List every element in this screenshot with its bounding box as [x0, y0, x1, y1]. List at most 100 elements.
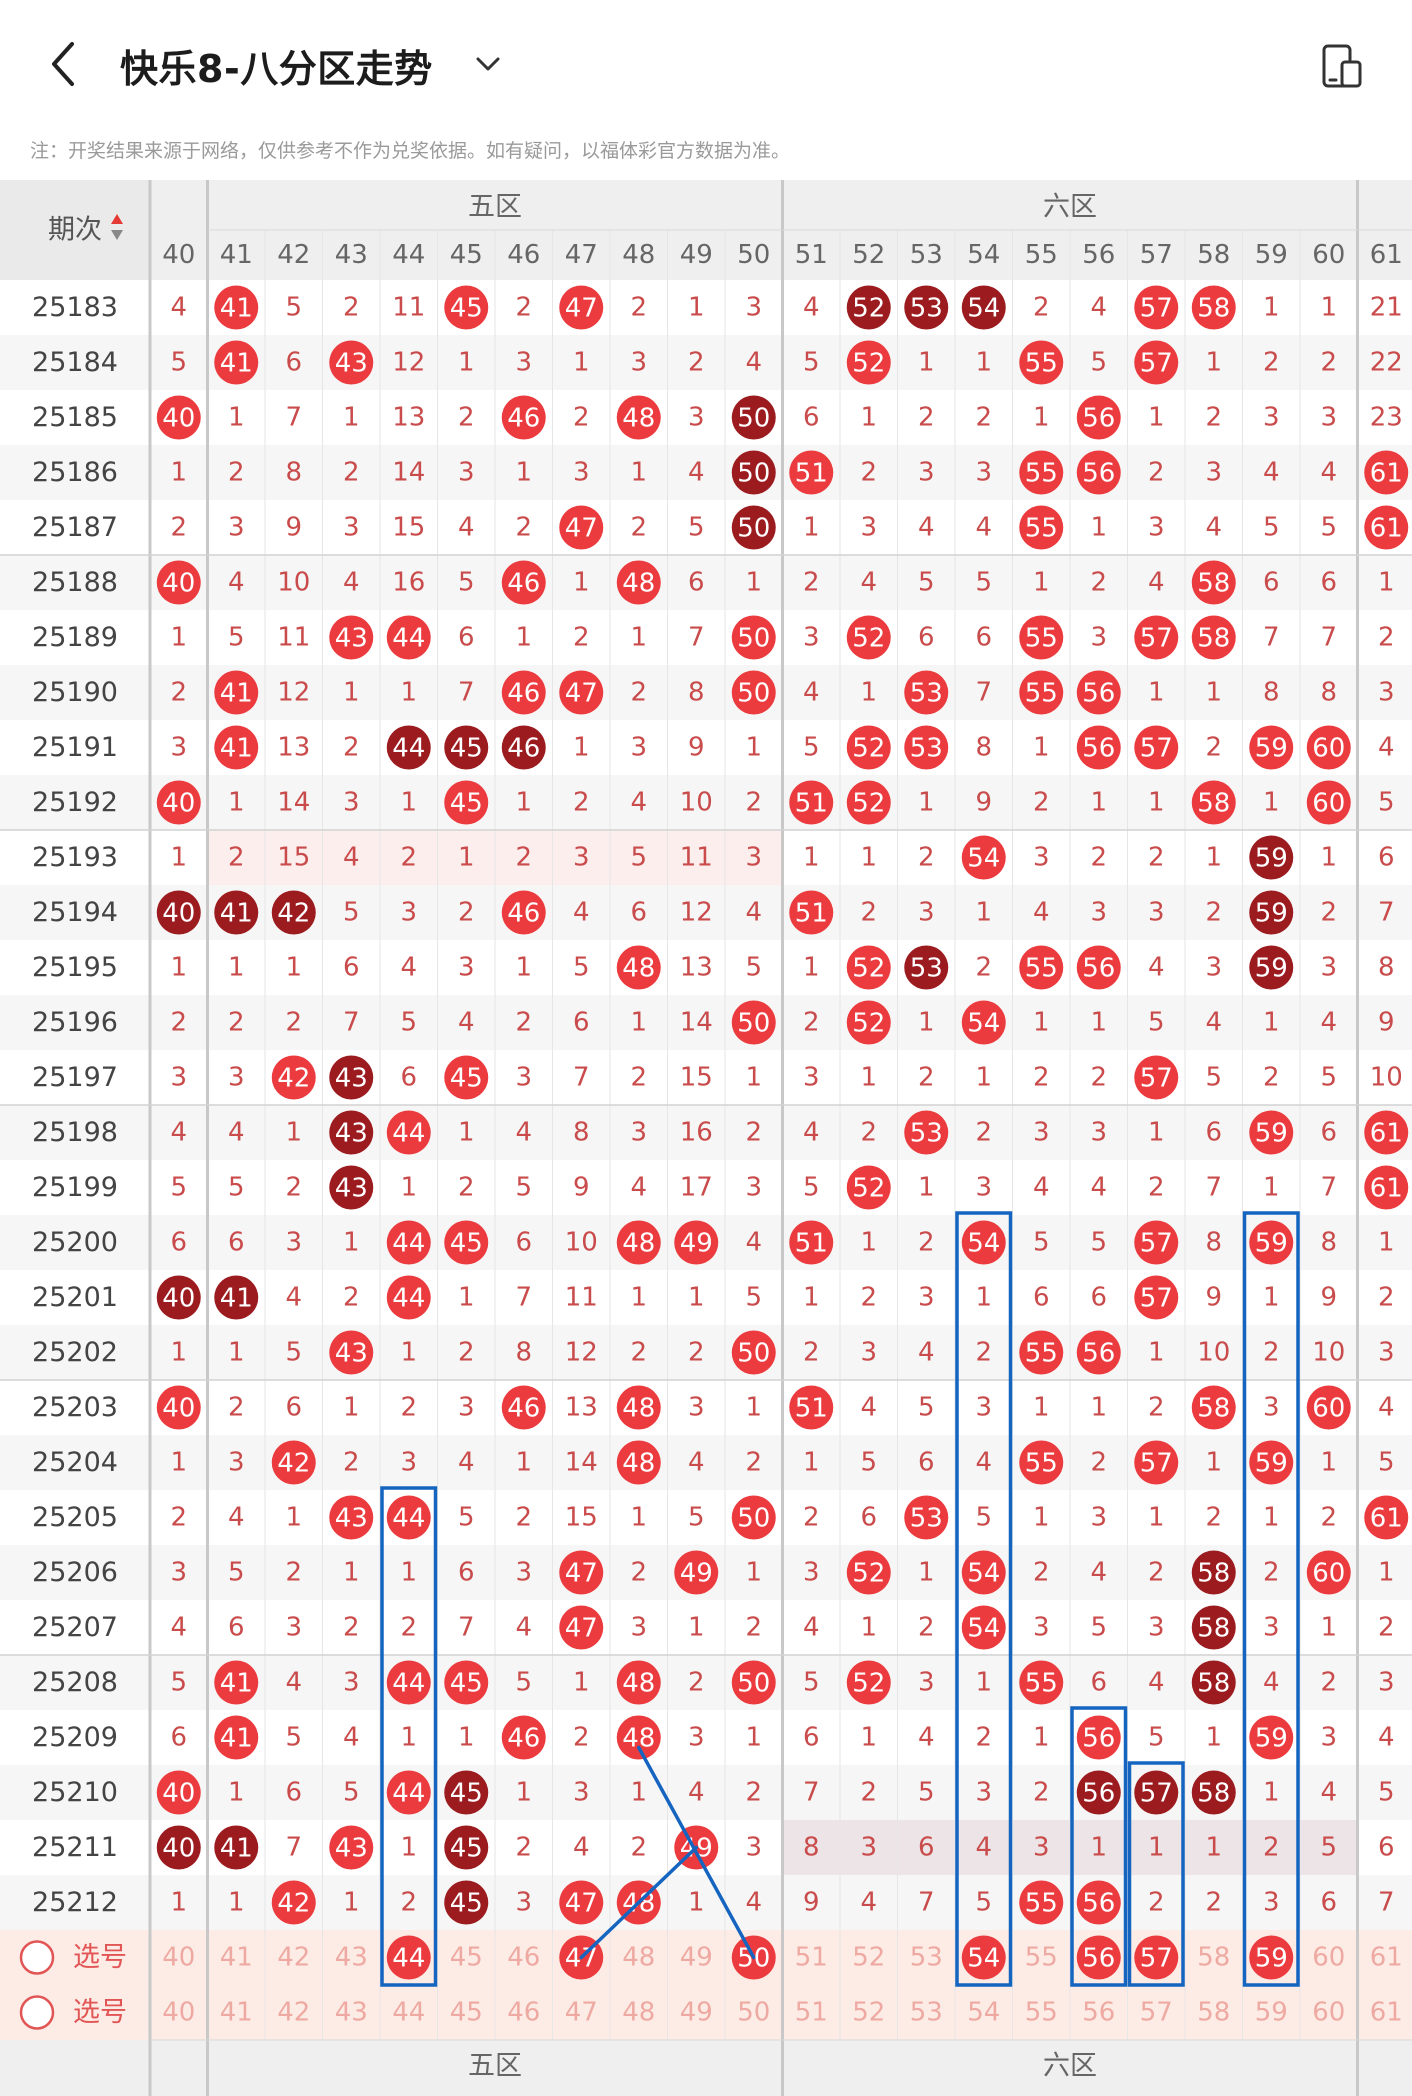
miss-count: 16 [392, 568, 425, 598]
device-switch-icon[interactable] [1318, 40, 1366, 94]
select-number[interactable]: 51 [795, 1998, 828, 2028]
hit-number: 44 [392, 1284, 425, 1314]
miss-count: 3 [170, 1558, 187, 1588]
miss-count: 3 [803, 1558, 820, 1588]
select-number[interactable]: 58 [1197, 1943, 1230, 1973]
sort-down-icon[interactable] [111, 230, 123, 240]
select-number[interactable]: 48 [622, 1998, 655, 2028]
hit-ball [1019, 1880, 1064, 1925]
miss-count: 5 [515, 1668, 532, 1698]
select-radio[interactable] [19, 1995, 55, 2030]
miss-count: 1 [400, 1173, 417, 1203]
select-number[interactable]: 46 [507, 1943, 540, 1973]
select-number[interactable]: 53 [910, 1943, 943, 1973]
annotation-box [1242, 1211, 1300, 1987]
period-header[interactable]: 期次 [48, 215, 102, 246]
annotation-box [380, 1486, 438, 1987]
select-number[interactable]: 46 [507, 1998, 540, 2028]
selected-ball[interactable] [961, 1935, 1006, 1980]
period-cell: 25200 [32, 1227, 118, 1258]
select-number[interactable]: 41 [220, 1943, 253, 1973]
miss-count: 2 [1205, 1888, 1222, 1918]
miss-count: 3 [343, 788, 360, 818]
miss-count: 4 [1090, 1558, 1107, 1588]
selected-ball[interactable] [1076, 1935, 1121, 1980]
select-number[interactable]: 60 [1312, 1943, 1345, 1973]
select-number[interactable]: 43 [335, 1998, 368, 2028]
select-number[interactable]: 40 [162, 1943, 195, 1973]
miss-count: 1 [343, 1228, 360, 1258]
miss-count: 1 [1378, 568, 1395, 598]
hit-ball [1134, 1440, 1179, 1485]
hit-ball [846, 945, 891, 990]
select-number[interactable]: 55 [1025, 1943, 1058, 1973]
miss-count: 3 [458, 458, 475, 488]
select-number[interactable]: 57 [1140, 1998, 1173, 2028]
hit-ball [846, 1165, 891, 1210]
miss-count: 1 [400, 1558, 417, 1588]
hit-number: 44 [392, 624, 425, 654]
selected-ball[interactable] [1134, 1935, 1179, 1980]
select-number[interactable]: 40 [162, 1998, 195, 2028]
select-number[interactable]: 48 [622, 1943, 655, 1973]
hit-ball [904, 1495, 949, 1540]
sort-up-icon[interactable] [111, 214, 123, 224]
chevron-down-icon[interactable] [470, 46, 506, 82]
miss-count: 1 [1033, 1008, 1050, 1038]
select-number[interactable]: 61 [1370, 1998, 1403, 2028]
miss-count: 3 [975, 1173, 992, 1203]
miss-count: 2 [1205, 403, 1222, 433]
miss-count: 1 [228, 953, 245, 983]
select-number[interactable]: 42 [277, 1998, 310, 2028]
select-number[interactable]: 49 [680, 1943, 713, 1973]
miss-count: 3 [458, 1393, 475, 1423]
hit-number: 58 [1197, 1559, 1230, 1589]
back-arrow-icon[interactable] [40, 36, 90, 92]
selected-ball[interactable] [1249, 1935, 1294, 1980]
miss-count: 4 [1205, 1008, 1222, 1038]
select-radio[interactable] [19, 1940, 55, 1975]
select-number[interactable]: 41 [220, 1998, 253, 2028]
select-number[interactable]: 56 [1082, 1998, 1115, 2028]
col-header-48: 48 [622, 240, 655, 270]
miss-count: 1 [343, 678, 360, 708]
select-number[interactable]: 49 [680, 1998, 713, 2028]
miss-count: 21 [1370, 293, 1403, 323]
select-number[interactable]: 59 [1255, 1998, 1288, 2028]
miss-count: 5 [1378, 788, 1395, 818]
select-number[interactable]: 61 [1370, 1943, 1403, 1973]
select-number[interactable]: 47 [565, 1998, 598, 2028]
select-number[interactable]: 54 [967, 1998, 1000, 2028]
miss-count: 6 [630, 898, 647, 928]
miss-count: 1 [745, 1558, 762, 1588]
select-number[interactable]: 52 [852, 1998, 885, 2028]
hit-number: 60 [1312, 789, 1345, 819]
hit-number: 52 [852, 734, 885, 764]
hit-number: 49 [680, 1559, 713, 1589]
select-number[interactable]: 58 [1197, 1998, 1230, 2028]
hit-ball [1191, 1550, 1236, 1595]
select-number[interactable]: 43 [335, 1943, 368, 1973]
miss-count: 6 [515, 1228, 532, 1258]
select-number[interactable]: 42 [277, 1943, 310, 1973]
miss-count: 2 [745, 1613, 762, 1643]
select-number[interactable]: 45 [450, 1943, 483, 1973]
select-number[interactable]: 45 [450, 1998, 483, 2028]
col-header-46: 46 [507, 240, 540, 270]
hit-ball [961, 1605, 1006, 1650]
hit-ball [1364, 505, 1409, 550]
hit-ball [1134, 340, 1179, 385]
hit-ball [1249, 945, 1294, 990]
hit-ball [156, 1770, 201, 1815]
select-number[interactable]: 51 [795, 1943, 828, 1973]
selected-ball[interactable] [386, 1935, 431, 1980]
miss-count: 1 [1090, 788, 1107, 818]
select-number[interactable]: 52 [852, 1943, 885, 1973]
select-number[interactable]: 50 [737, 1998, 770, 2028]
select-number[interactable]: 55 [1025, 1998, 1058, 2028]
select-number[interactable]: 53 [910, 1998, 943, 2028]
select-number[interactable]: 44 [392, 1998, 425, 2028]
hit-ball [1249, 1110, 1294, 1155]
select-number[interactable]: 60 [1312, 1998, 1345, 2028]
hit-number: 56 [1082, 1889, 1115, 1919]
